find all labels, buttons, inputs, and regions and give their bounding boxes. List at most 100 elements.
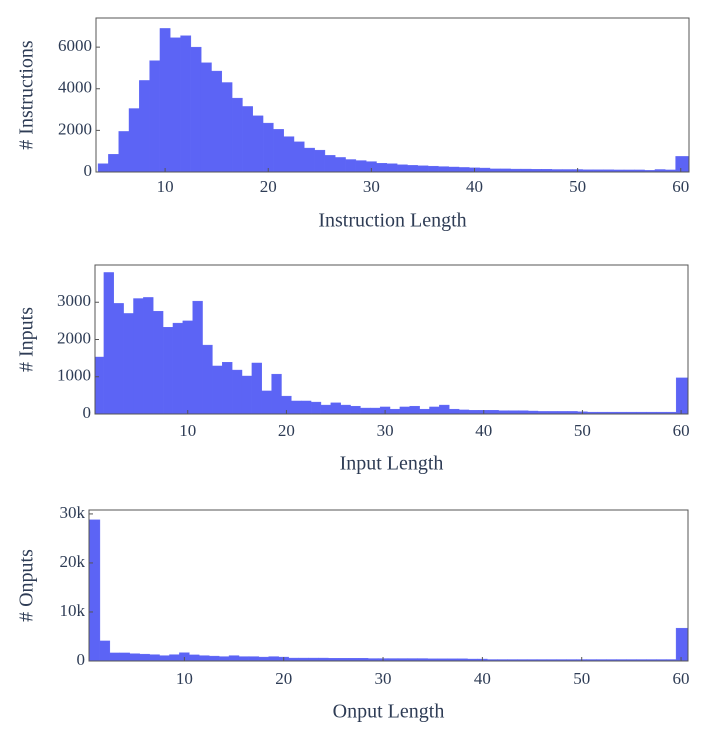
bar bbox=[330, 402, 341, 414]
histogram-panel: 10 20 30 40 50 60 0 10k 20k 30k Onput Length # Onpu… bbox=[16, 503, 690, 723]
bar bbox=[202, 344, 213, 414]
y-axis-label: # Inputs bbox=[16, 307, 38, 372]
y-tick-label: 6000 bbox=[58, 36, 92, 55]
y-axis-label: # Onputs bbox=[16, 549, 38, 622]
y-tick-label: 20k bbox=[60, 552, 86, 571]
bar bbox=[261, 390, 272, 414]
bar bbox=[170, 37, 181, 172]
bar bbox=[139, 653, 150, 661]
bar bbox=[439, 404, 450, 414]
bar bbox=[222, 362, 233, 414]
bar bbox=[208, 655, 220, 661]
bar bbox=[271, 373, 282, 414]
x-tick-label: 20 bbox=[275, 669, 292, 688]
x-tick-label: 30 bbox=[377, 421, 394, 440]
x-tick-label: 30 bbox=[363, 177, 380, 196]
x-tick-label: 50 bbox=[574, 421, 591, 440]
bar bbox=[218, 656, 230, 661]
bar bbox=[129, 653, 140, 661]
bar bbox=[119, 652, 130, 661]
bar bbox=[396, 164, 408, 172]
bar bbox=[103, 272, 114, 414]
bar bbox=[324, 155, 336, 172]
bar bbox=[320, 404, 332, 414]
x-tick-label: 40 bbox=[466, 177, 483, 196]
bar bbox=[242, 106, 253, 172]
bar bbox=[479, 167, 491, 172]
y-tick-label: 0 bbox=[83, 403, 92, 422]
y-tick-label: 1000 bbox=[57, 366, 91, 385]
bar bbox=[108, 154, 119, 172]
bar bbox=[189, 654, 200, 661]
bar bbox=[228, 655, 240, 661]
bar bbox=[458, 167, 470, 172]
bars bbox=[95, 272, 688, 414]
x-tick-label: 10 bbox=[176, 669, 193, 688]
y-tick-label: 2000 bbox=[58, 119, 92, 138]
histogram-panel: 10 20 30 40 50 60 0 2000 4000 6000 Instruction Len… bbox=[16, 17, 690, 232]
bar bbox=[458, 409, 470, 414]
bar bbox=[293, 141, 305, 172]
y-tick-label: 2000 bbox=[57, 328, 91, 347]
bar bbox=[190, 46, 202, 172]
y-tick-label: 4000 bbox=[58, 78, 92, 97]
bar bbox=[159, 655, 170, 661]
bars bbox=[97, 28, 689, 172]
bar bbox=[448, 166, 460, 172]
bar bbox=[118, 131, 130, 172]
bar bbox=[370, 407, 381, 414]
bar bbox=[488, 410, 499, 414]
bar bbox=[283, 136, 295, 172]
x-axis-label: Input Length bbox=[340, 453, 444, 475]
bar bbox=[113, 303, 124, 414]
bar bbox=[508, 410, 519, 414]
bar bbox=[133, 298, 144, 414]
bar bbox=[180, 35, 192, 172]
histogram-panel: 10 20 30 40 50 60 0 1000 2000 3000 Input Length # I… bbox=[16, 264, 690, 475]
x-tick-label: 60 bbox=[672, 177, 689, 196]
bar bbox=[376, 163, 388, 172]
bar bbox=[291, 400, 302, 414]
bar bbox=[248, 656, 260, 661]
bar bbox=[675, 627, 688, 661]
bars bbox=[89, 519, 688, 661]
y-axis-label: # Instructions bbox=[16, 40, 38, 150]
bar bbox=[89, 519, 101, 661]
x-tick-label: 60 bbox=[673, 669, 690, 688]
bar bbox=[304, 147, 315, 172]
x-tick-label: 10 bbox=[157, 177, 174, 196]
x-tick-label: 10 bbox=[179, 421, 196, 440]
x-tick-label: 40 bbox=[474, 669, 491, 688]
y-tick-label: 0 bbox=[84, 161, 93, 180]
bar bbox=[182, 320, 193, 414]
bar bbox=[149, 60, 161, 172]
bar bbox=[192, 300, 203, 414]
bar bbox=[675, 156, 689, 172]
bar bbox=[221, 82, 233, 172]
bar bbox=[429, 406, 440, 414]
bar bbox=[417, 165, 429, 172]
bar bbox=[252, 115, 264, 172]
bar bbox=[468, 410, 480, 414]
y-tick-label: 10k bbox=[60, 601, 86, 620]
plot-frame bbox=[95, 17, 690, 173]
bar bbox=[99, 640, 111, 661]
x-tick-label: 20 bbox=[278, 421, 295, 440]
bar bbox=[200, 62, 212, 172]
bar bbox=[427, 165, 439, 172]
bar bbox=[109, 652, 120, 661]
bar bbox=[162, 327, 174, 414]
x-tick-label: 60 bbox=[673, 421, 690, 440]
bar bbox=[128, 108, 140, 172]
bar bbox=[335, 157, 346, 172]
bar bbox=[149, 654, 160, 661]
bar bbox=[340, 404, 351, 414]
bar bbox=[231, 369, 243, 414]
bar bbox=[314, 149, 326, 172]
bar bbox=[360, 407, 371, 414]
bar bbox=[143, 297, 154, 414]
bar bbox=[211, 70, 223, 172]
bar bbox=[355, 160, 367, 172]
bar bbox=[399, 406, 410, 414]
bar bbox=[169, 654, 180, 661]
